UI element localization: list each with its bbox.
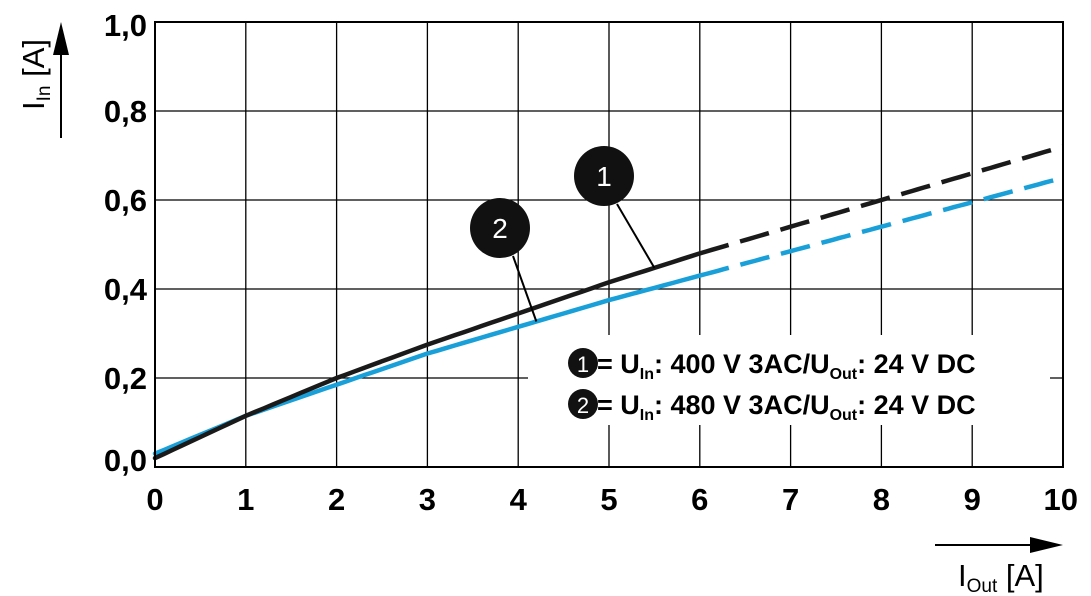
legend: 1 = UIn: 400 V 3AC/UOut: 24 V DC 2 = UIn: 4… xyxy=(568,348,976,424)
x-tick-label: 1 xyxy=(237,482,254,517)
x-axis-label: IOut [A] xyxy=(958,558,1044,596)
y-axis-label: IIn [A] xyxy=(16,39,55,110)
x-tick-label: 8 xyxy=(873,482,890,517)
series-1-dashed-line xyxy=(699,144,1064,256)
legend-background xyxy=(528,335,1050,425)
callout-1-leader xyxy=(616,203,656,269)
x-tick-label: 9 xyxy=(964,482,981,517)
x-tick-label: 0 xyxy=(146,482,163,517)
plot-frame xyxy=(154,21,1064,468)
callout-1-number: 1 xyxy=(596,161,612,192)
legend-2-marker-number: 2 xyxy=(577,393,589,418)
callout-1-circle xyxy=(574,146,634,206)
x-tick-label: 5 xyxy=(600,482,617,517)
y-tick-label: 0,6 xyxy=(104,183,147,218)
legend-1-marker-number: 1 xyxy=(577,352,589,377)
y-tick-label: 1,0 xyxy=(104,8,147,43)
y-tick-labels: 0,0 0,2 0,4 0,6 0,8 1,0 xyxy=(104,8,148,478)
callout-2-circle xyxy=(470,198,530,258)
x-tick-label: 10 xyxy=(1044,482,1078,517)
callout-2-number: 2 xyxy=(492,213,508,244)
callouts: 12 xyxy=(470,146,656,322)
y-tick-label: 0,0 xyxy=(104,443,147,478)
x-tick-label: 2 xyxy=(328,482,345,517)
legend-2-marker xyxy=(568,389,598,419)
legend-1-marker xyxy=(568,348,598,378)
y-axis-arrowhead xyxy=(53,22,69,55)
y-axis-label-group: IIn [A] xyxy=(16,22,69,138)
x-axis-label-group: IOut [A] xyxy=(935,537,1063,596)
x-tick-label: 4 xyxy=(510,482,528,517)
x-axis-arrowhead xyxy=(1030,537,1063,553)
y-tick-label: 0,2 xyxy=(104,361,147,396)
legend-1-text: = UIn: 400 V 3AC/UOut: 24 V DC xyxy=(597,349,976,383)
series-2-dashed-line xyxy=(699,175,1064,278)
x-tick-label: 3 xyxy=(419,482,436,517)
y-tick-label: 0,8 xyxy=(104,94,147,129)
callout-2-leader xyxy=(512,255,538,322)
x-tick-labels: 0 1 2 3 4 5 6 7 8 9 10 xyxy=(146,482,1078,517)
plot-lines xyxy=(152,144,1064,461)
x-tick-label: 7 xyxy=(782,482,799,517)
legend-2-text: = UIn: 480 V 3AC/UOut: 24 V DC xyxy=(597,390,976,424)
x-tick-label: 6 xyxy=(691,482,708,517)
y-tick-label: 0,4 xyxy=(104,272,148,307)
series-1-solid-line xyxy=(152,251,703,461)
